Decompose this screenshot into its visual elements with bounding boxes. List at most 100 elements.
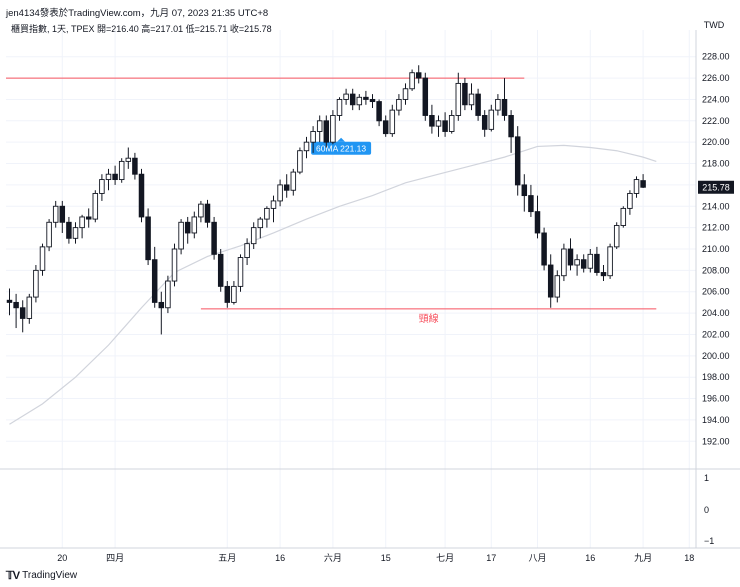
x-tick-label: 16 [585,553,595,563]
candle-body [198,203,204,218]
y-tick-label: 226.00 [702,73,730,83]
candle-body [323,120,330,143]
candle [422,72,429,121]
last-price-label: 215.78 [702,182,730,192]
candle [19,300,26,333]
x-tick-label: 16 [275,553,285,563]
candle-body [66,221,72,239]
candle [39,243,46,276]
candle [231,281,237,305]
candle-body [633,179,640,194]
x-tick-label: 六月 [324,552,342,563]
candle [382,115,389,137]
y-tick-label: 210.00 [702,244,730,254]
candle [92,190,99,223]
candle-body [52,205,59,223]
volume-tick-label: −1 [704,536,714,546]
candle [528,184,534,217]
candle [59,200,66,233]
candle-body [310,131,316,143]
candle [613,222,620,249]
candle-body [580,259,587,269]
ma60-label-pointer [337,137,346,142]
candle-body [402,88,409,100]
x-tick-label: 15 [381,553,391,563]
y-tick-label: 214.00 [702,201,730,211]
candle-body [184,221,191,234]
candle-body [349,93,356,106]
candle [277,179,283,207]
candle-body [574,259,580,266]
candle-body [415,72,422,79]
candle [217,249,224,292]
candle [316,115,323,143]
candle [514,126,521,196]
candle-body [191,216,198,234]
candle [171,243,178,287]
candle-body [297,150,303,173]
candle-body [290,171,297,191]
candle [633,176,640,198]
candle [79,214,85,239]
candle [290,168,297,196]
candle [415,65,422,84]
candle [402,83,409,105]
candle-body [554,275,561,298]
ma60-label-text: 60MA 221.13 [316,143,366,153]
volume-tick-label: 0 [704,505,709,515]
candle-body [396,98,402,111]
candle-body [495,98,501,111]
candle-body [528,195,534,213]
candle-body [594,253,600,273]
candle-body [59,205,66,223]
candle [297,147,303,175]
candle [85,208,92,228]
last-price-bg [698,180,734,194]
candle-body [541,232,547,266]
candle [151,246,158,308]
candle-body [561,248,567,277]
candle-body [620,207,627,226]
candle-body [389,109,396,135]
levels-layer: 頸線 [6,77,657,325]
candle [105,168,112,191]
neckline-label: 頸線 [419,312,439,325]
candle-body [99,179,105,194]
footer: 𝕋V TradingView [6,569,77,582]
candle-body [211,221,217,255]
candle [33,265,39,303]
candle [66,216,72,244]
candle-body [488,109,495,130]
candle-body [46,221,52,248]
candle-body [33,269,39,298]
candle [204,199,211,228]
currency-button[interactable]: TWD [703,20,725,30]
candle-body [613,225,620,248]
y-tick-label: 192.00 [702,436,730,446]
candle [442,112,448,137]
x-tick-label: 八月 [528,553,546,563]
candle-body [521,184,528,197]
candle [488,104,495,132]
candle-body [475,93,481,116]
candle [158,291,165,335]
x-tick-label: 九月 [634,553,652,563]
candle-body [13,301,19,309]
candle-body [587,253,594,269]
candle-body [316,120,323,132]
candle [283,174,290,198]
y-tick-label: 196.00 [702,394,730,404]
candle-body [369,98,376,103]
candle [567,238,574,271]
candle [125,147,132,169]
y-tick-label: 224.00 [702,94,730,104]
candle [554,270,561,303]
ma60-line [9,144,657,425]
candle [310,126,316,153]
candle [600,265,607,282]
candle-body [132,157,138,175]
candle [198,200,204,223]
y-tick-label: 208.00 [702,265,730,275]
candle [118,158,125,183]
